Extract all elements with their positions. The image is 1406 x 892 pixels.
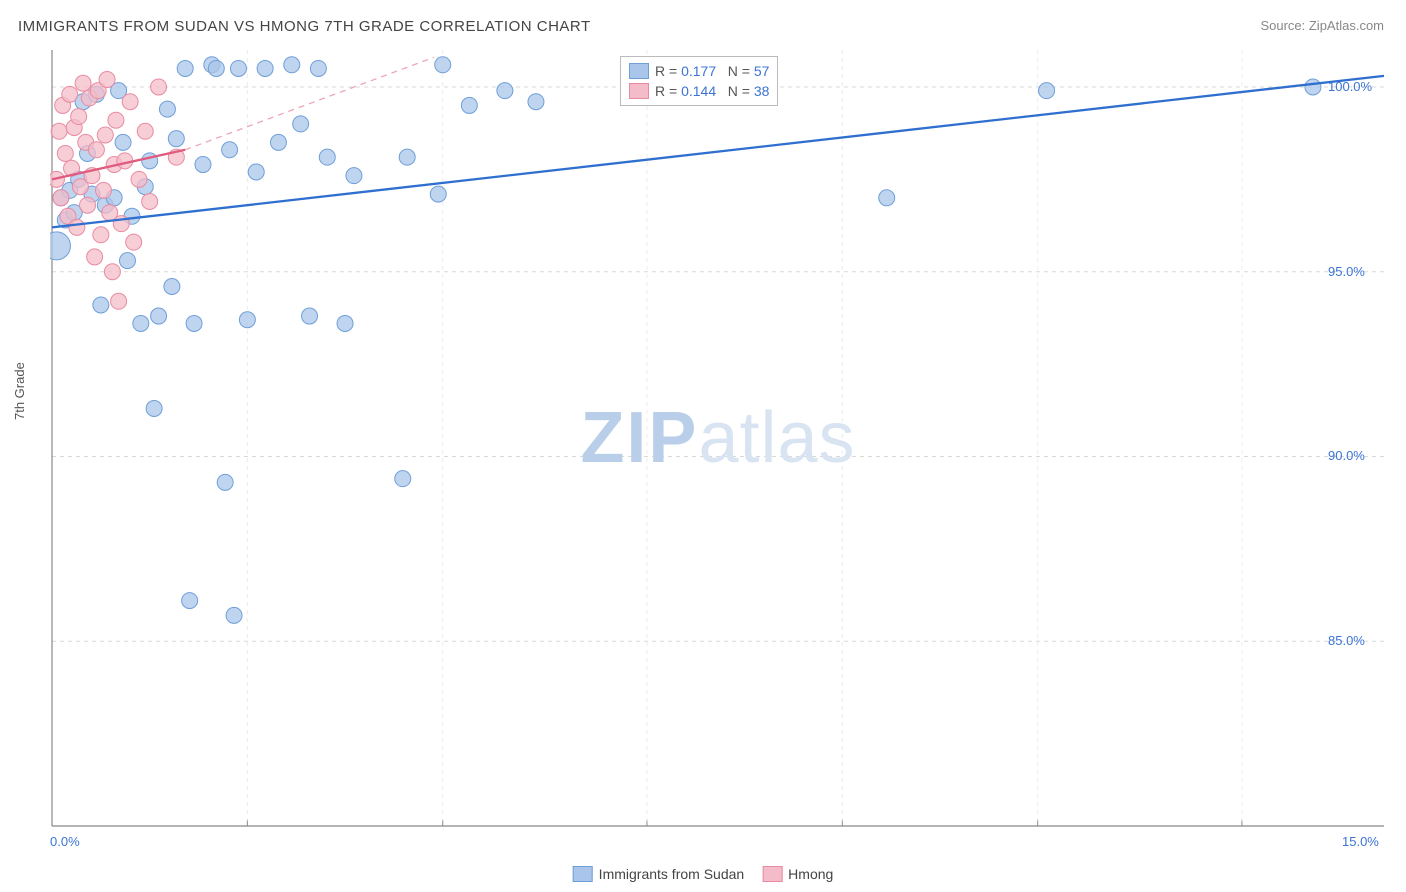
legend-stat-text: R = 0.144 N = 38 [655, 83, 769, 99]
legend-item: Hmong [762, 866, 833, 882]
legend-stat-row: R = 0.177 N = 57 [629, 61, 769, 81]
legend-swatch [762, 866, 782, 882]
legend-swatch [629, 63, 649, 79]
legend-label: Hmong [788, 866, 833, 882]
legend-bottom: Immigrants from Sudan Hmong [573, 866, 834, 882]
axis-tick-label: 90.0% [1328, 448, 1365, 463]
chart-title: IMMIGRANTS FROM SUDAN VS HMONG 7TH GRADE… [18, 18, 591, 35]
chart-plot-area: ZIPatlas R = 0.177 N = 57R = 0.144 N = 3… [50, 48, 1386, 828]
axis-tick-label: 95.0% [1328, 264, 1365, 279]
legend-stats-box: R = 0.177 N = 57 R = 0.144 N = 38 [620, 56, 778, 106]
y-axis-label: 7th Grade [12, 362, 27, 420]
legend-item: Immigrants from Sudan [573, 866, 745, 882]
chart-svg [50, 48, 1386, 828]
legend-stat-text: R = 0.177 N = 57 [655, 63, 769, 79]
legend-swatch [629, 83, 649, 99]
legend-label: Immigrants from Sudan [599, 866, 745, 882]
source-label: Source: ZipAtlas.com [1260, 18, 1384, 33]
legend-swatch [573, 866, 593, 882]
axis-tick-label: 100.0% [1328, 79, 1372, 94]
legend-stat-row: R = 0.144 N = 38 [629, 81, 769, 101]
axis-tick-label: 85.0% [1328, 633, 1365, 648]
axis-tick-label: 15.0% [1342, 834, 1379, 849]
axis-tick-label: 0.0% [50, 834, 80, 849]
